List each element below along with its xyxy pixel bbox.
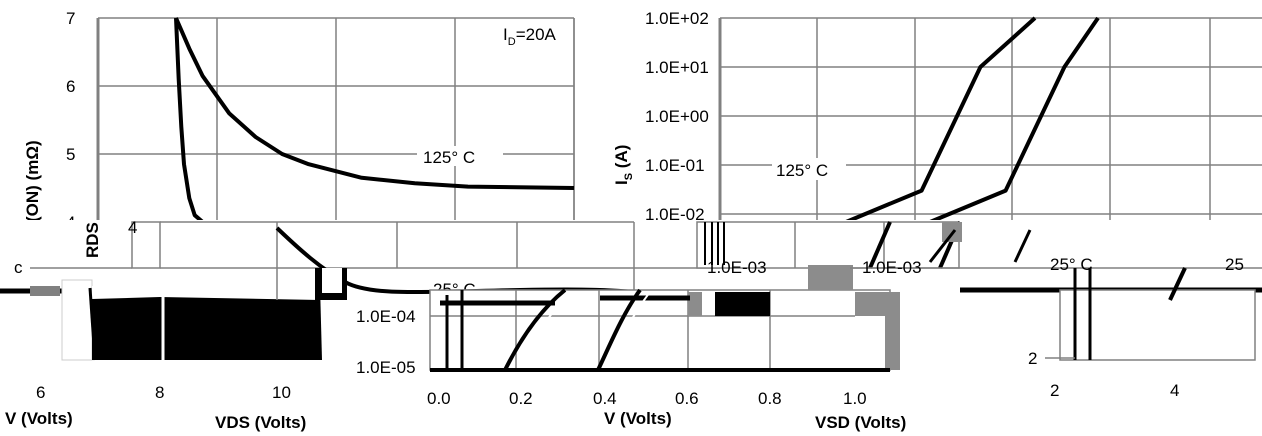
- right-frag-frame: [696, 221, 960, 269]
- left-ylabel-main: (ON) (mΩ): [23, 140, 42, 222]
- curve-label-bg-125-right: [772, 158, 846, 180]
- right-x-tick-0.4: 0.4: [593, 389, 617, 408]
- right-grid: [718, 17, 1262, 222]
- left-annotation-id: ID=20A: [503, 25, 557, 48]
- left-wedge-shadow: [88, 287, 97, 361]
- curve-label-bg-125: [417, 146, 503, 166]
- right-y-tick-4: 1.0E-02: [645, 205, 705, 224]
- mid-curve-125: [503, 288, 567, 371]
- mid-curve-25: [596, 288, 642, 371]
- left-y-tick-6: 6: [66, 77, 75, 96]
- mid-white-notch: [855, 316, 885, 370]
- left-y-tick-7: 7: [66, 9, 75, 28]
- mid-x-axis-label: V (Volts): [604, 409, 672, 428]
- right-series-1: [879, 16, 1100, 224]
- left-xtick-6: 6: [36, 383, 45, 402]
- mid-ytick-1e-04: 1.0E-04: [356, 307, 416, 326]
- rds-on-chart: 4567 ID=20A 125° C (ON) (mΩ): [23, 9, 575, 232]
- right-curves: [787, 16, 1100, 224]
- left-ylabel-rds: RDS: [83, 222, 102, 258]
- far-right-2: 2: [1050, 381, 1059, 400]
- lower-left-2: 2: [1028, 349, 1037, 368]
- left-y-tick-labels: 4567: [66, 9, 75, 232]
- right-ylabel: IS (A): [612, 145, 635, 185]
- curve-label-125-right: 125° C: [776, 161, 828, 180]
- left-x-axis-label: V (Volts): [5, 409, 73, 428]
- black-step-inner: [322, 268, 342, 293]
- right-ytick-dup: 1.0E-03: [862, 258, 922, 277]
- right-lower-frame: [1059, 289, 1256, 361]
- mid-curve-25b: [606, 291, 651, 371]
- right-x-tick-1.0: 1.0: [843, 389, 867, 408]
- right-y-tick-0: 1.0E+02: [645, 9, 709, 28]
- right-gray-bar: [808, 265, 853, 290]
- is-vsd-chart: 1.0E+02 1.0E+01 1.0E+00 1.0E-01 1.0E-02 125°…: [612, 9, 1262, 224]
- mid-black-block: [715, 292, 770, 316]
- left-curves: [174, 17, 575, 224]
- left-xtick-10: 10: [272, 383, 291, 402]
- bottom-axis-labels: 6 8 10 V (Volts) VDS (Volts) 0.0 0.2 0.4 0.…: [5, 381, 1179, 432]
- mid-curve-125b: [516, 291, 571, 371]
- far-right-4: 4: [1170, 381, 1179, 400]
- right-25-label: 25° C: [1050, 255, 1093, 274]
- right-y-tick-2: 1.0E+00: [645, 107, 709, 126]
- left-series-1: [174, 17, 216, 224]
- mid-ytick-1e-05: 1.0E-05: [356, 358, 416, 377]
- left-y-tick-5: 5: [66, 145, 75, 164]
- right-lower-curve-a: [868, 221, 892, 269]
- right-y-tick-1: 1.0E+01: [645, 58, 709, 77]
- left-frag-frame: [131, 221, 161, 269]
- left-frag-white-box: [61, 279, 93, 361]
- left-black-wedge: [92, 285, 322, 360]
- right-y-tick-3: 1.0E-01: [645, 156, 705, 175]
- right-x-tick-0.6: 0.6: [675, 389, 699, 408]
- right-vsd-label: VSD (Volts): [815, 413, 906, 432]
- right-x-tick-0.0: 0.0: [427, 389, 451, 408]
- right-y-tick-labels: 1.0E+02 1.0E+01 1.0E+00 1.0E-01 1.0E-02: [645, 9, 709, 224]
- small-c-label: c: [14, 258, 23, 277]
- small-four-label: 4: [128, 218, 137, 237]
- left-xtick-8: 8: [155, 383, 164, 402]
- right-mini-curve: [928, 229, 1032, 263]
- left-grid: [96, 17, 575, 222]
- right-x-tick-0.8: 0.8: [758, 389, 782, 408]
- mid-vds-label: VDS (Volts): [215, 413, 306, 432]
- right-lower-curve: [1168, 267, 1187, 301]
- overlay-fragments: 4 RDS c 25° C: [0, 218, 1262, 436]
- right-series-0: [787, 16, 1037, 224]
- right-ytick-1e-03: 1.0E-03: [707, 258, 767, 277]
- left-wedge-white: [92, 282, 320, 300]
- mid-gray-block-1: [688, 292, 702, 316]
- curve-label-125-left: 125° C: [423, 148, 475, 167]
- left-series-0: [174, 17, 575, 190]
- right-x-tick-0.2: 0.2: [509, 389, 533, 408]
- right-x-tick-labels: 0.0 0.2 0.4 0.6 0.8 1.0: [427, 389, 867, 408]
- overlay-25-label: 25: [1225, 255, 1244, 274]
- left-frag-bar-1: [30, 286, 60, 296]
